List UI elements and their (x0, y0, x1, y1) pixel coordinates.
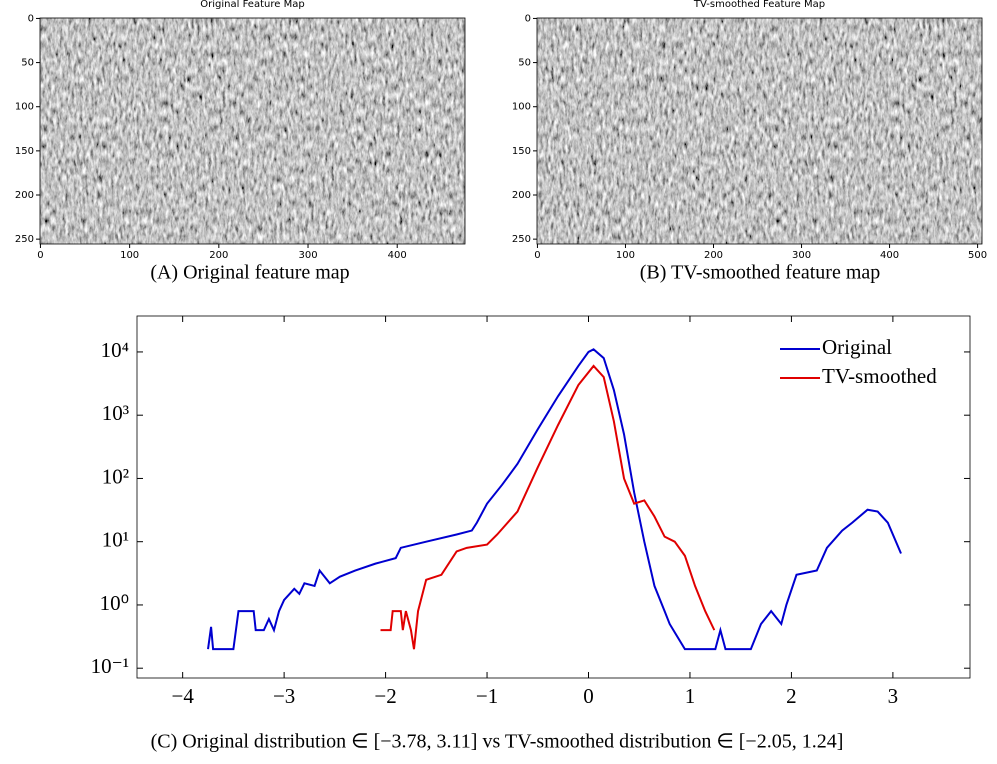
caption: (A) Original feature map (150, 262, 349, 284)
x-tick-label: 400 (388, 250, 407, 261)
data-line (380, 364, 716, 650)
x-tick-label: 100 (616, 250, 635, 261)
x-tick-label: 100 (120, 250, 139, 261)
image-frame (39, 17, 466, 245)
y-tick-label: 50 (21, 58, 34, 69)
x-tick-label: −1 (476, 684, 498, 708)
x-tick-label: 0 (534, 250, 540, 261)
x-tick-label: 1 (685, 684, 696, 708)
x-tick-label: −4 (171, 684, 194, 708)
x-tick-label: 400 (880, 250, 899, 261)
legend-label: Original (822, 335, 892, 359)
image-title: TV-smoothed Feature Map (693, 0, 825, 10)
y-tick-label: 250 (15, 234, 34, 245)
y-tick-label: 10⁴ (101, 338, 129, 362)
legend-label: TV-smoothed (822, 364, 937, 388)
x-tick-label: 300 (298, 250, 317, 261)
caption: (B) TV-smoothed feature map (640, 262, 881, 284)
y-tick-label: 10⁻¹ (91, 654, 129, 678)
y-tick-label: 50 (518, 58, 531, 69)
x-tick-label: 3 (888, 684, 899, 708)
image-title: Original Feature Map (200, 0, 304, 10)
y-tick-label: 100 (15, 102, 34, 113)
plot-frame (136, 315, 971, 679)
y-tick-label: 0 (28, 13, 34, 24)
y-tick-label: 200 (15, 190, 34, 201)
x-tick-label: 200 (704, 250, 723, 261)
x-tick-label: 300 (792, 250, 811, 261)
x-tick-label: 0 (583, 684, 594, 708)
caption: (C) Original distribution ∈ [−3.78, 3.11… (151, 731, 844, 753)
x-tick-label: 200 (209, 250, 228, 261)
x-tick-label: −2 (374, 684, 396, 708)
image-frame (536, 17, 983, 245)
y-tick-label: 10³ (102, 401, 129, 425)
y-tick-label: 250 (512, 234, 531, 245)
y-tick-label: 200 (512, 190, 531, 201)
y-tick-label: 10¹ (102, 528, 129, 552)
y-tick-label: 150 (512, 146, 531, 157)
x-tick-label: 0 (37, 250, 43, 261)
x-tick-label: −3 (273, 684, 295, 708)
feature-map-image (537, 18, 982, 244)
y-tick-label: 10² (102, 464, 129, 488)
x-tick-label: 2 (786, 684, 797, 708)
y-tick-label: 0 (525, 13, 531, 24)
y-tick-label: 100 (512, 102, 531, 113)
data-line (207, 348, 902, 651)
x-tick-label: 500 (968, 250, 987, 261)
y-tick-label: 150 (15, 146, 34, 157)
y-tick-label: 10⁰ (100, 591, 129, 615)
feature-map-image (40, 18, 465, 244)
